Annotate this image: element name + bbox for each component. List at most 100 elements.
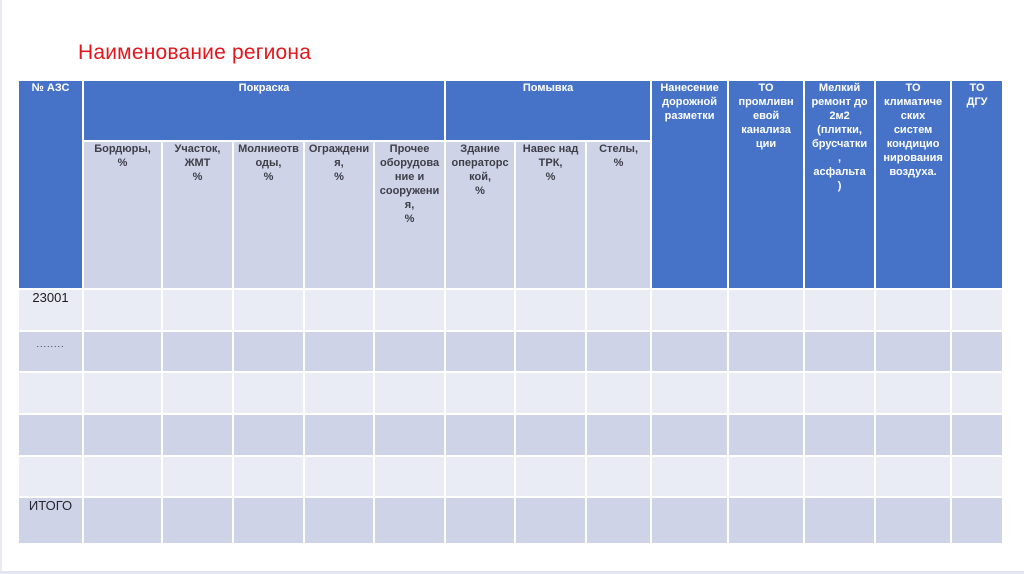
table-subheader-row: Бордюры, % Участок, ЖМТ % Молниеотв оды,… — [18, 140, 1003, 290]
empty-cell — [650, 496, 730, 545]
subheader-operator-building: Здание операторс кой, % — [444, 140, 517, 290]
empty-cell — [514, 413, 588, 457]
empty-cell — [874, 413, 953, 457]
empty-cell — [950, 455, 1005, 498]
empty-cell — [514, 330, 588, 373]
empty-cell — [161, 288, 234, 332]
slide-left-edge — [0, 0, 2, 574]
row-label-ellipsis: ........ — [17, 330, 84, 373]
subheader-steles: Стелы, % — [585, 140, 653, 290]
col-group-painting: Покраска — [81, 79, 447, 142]
empty-cell — [232, 455, 305, 498]
empty-cell — [514, 455, 588, 498]
empty-cell — [372, 330, 447, 373]
empty-cell — [372, 288, 447, 332]
empty-cell — [650, 371, 730, 415]
empty-cell — [727, 371, 806, 415]
maintenance-table: № АЗС Покраска Помывка Нанесение дорожно… — [17, 79, 1005, 545]
empty-cell — [650, 413, 730, 457]
empty-cell — [303, 496, 375, 545]
empty-cell — [161, 330, 234, 373]
slide-title: Наименование региона — [78, 41, 312, 64]
slide-bottom-edge — [0, 571, 1024, 574]
empty-cell — [232, 330, 305, 373]
empty-cell — [303, 455, 375, 498]
empty-cell — [803, 288, 877, 332]
table-row — [17, 413, 1005, 457]
empty-cell — [161, 371, 234, 415]
empty-cell — [161, 455, 234, 498]
empty-cell — [803, 496, 877, 545]
empty-cell — [232, 413, 305, 457]
empty-cell — [874, 288, 953, 332]
col-header-minor-repair: Мелкий ремонт до 2м2 (плитки, брусчатки … — [803, 79, 877, 290]
empty-cell — [950, 413, 1005, 457]
empty-cell — [950, 371, 1005, 415]
table-group-header-row: № АЗС Покраска Помывка Нанесение дорожно… — [17, 79, 1005, 290]
empty-cell — [82, 371, 163, 415]
table-row — [17, 455, 1005, 498]
empty-cell — [161, 413, 234, 457]
empty-cell — [514, 288, 588, 332]
empty-cell — [444, 455, 517, 498]
empty-cell — [372, 371, 447, 415]
empty-cell — [161, 496, 234, 545]
col-header-hvac: ТО климатиче ских систем кондицио нирова… — [874, 79, 953, 290]
empty-cell — [82, 330, 163, 373]
empty-cell — [585, 330, 653, 373]
empty-cell — [444, 371, 517, 415]
empty-cell — [585, 288, 653, 332]
empty-cell — [803, 455, 877, 498]
empty-cell — [303, 413, 375, 457]
empty-cell — [82, 413, 163, 457]
empty-cell — [727, 330, 806, 373]
empty-cell — [874, 455, 953, 498]
empty-cell — [874, 371, 953, 415]
empty-cell — [303, 288, 375, 332]
col-header-azs: № АЗС — [17, 79, 84, 290]
subheader-curbs: Бордюры, % — [82, 140, 163, 290]
empty-cell — [950, 496, 1005, 545]
row-label-total: ИТОГО — [17, 496, 84, 545]
empty-cell — [727, 455, 806, 498]
empty-cell — [650, 455, 730, 498]
empty-cell — [874, 330, 953, 373]
subheader-lightning-rods: Молниеотв оды, % — [232, 140, 305, 290]
empty-cell — [585, 413, 653, 457]
empty-cell — [372, 496, 447, 545]
empty-cell — [82, 455, 163, 498]
empty-cell — [444, 288, 517, 332]
empty-cell — [82, 496, 163, 545]
empty-cell — [727, 288, 806, 332]
empty-cell — [82, 288, 163, 332]
empty-cell — [650, 330, 730, 373]
empty-cell — [950, 330, 1005, 373]
table-row: ........ — [17, 330, 1005, 373]
table-row: 23001 — [17, 288, 1005, 332]
empty-cell — [444, 330, 517, 373]
subheader-canopy-trk: Навес над ТРК, % — [514, 140, 588, 290]
subheader-other-equipment: Прочее оборудова ние и сооружени я, % — [372, 140, 447, 290]
empty-cell — [444, 496, 517, 545]
row-label-empty — [17, 413, 84, 457]
col-group-washing: Помывка — [444, 79, 653, 142]
subheader-site-zhmt: Участок, ЖМТ % — [161, 140, 234, 290]
col-header-dgu: ТО ДГУ — [950, 79, 1005, 290]
empty-cell — [950, 288, 1005, 332]
empty-cell — [585, 455, 653, 498]
row-label-empty — [17, 455, 84, 498]
empty-cell — [803, 371, 877, 415]
empty-cell — [650, 288, 730, 332]
empty-cell — [803, 413, 877, 457]
empty-cell — [232, 371, 305, 415]
subheader-fences: Ограждени я, % — [303, 140, 375, 290]
row-label-azs-number: 23001 — [17, 288, 84, 332]
row-label-empty — [17, 371, 84, 415]
empty-cell — [372, 455, 447, 498]
empty-cell — [514, 371, 588, 415]
table-row — [17, 371, 1005, 415]
empty-cell — [444, 413, 517, 457]
empty-cell — [727, 496, 806, 545]
empty-cell — [585, 371, 653, 415]
